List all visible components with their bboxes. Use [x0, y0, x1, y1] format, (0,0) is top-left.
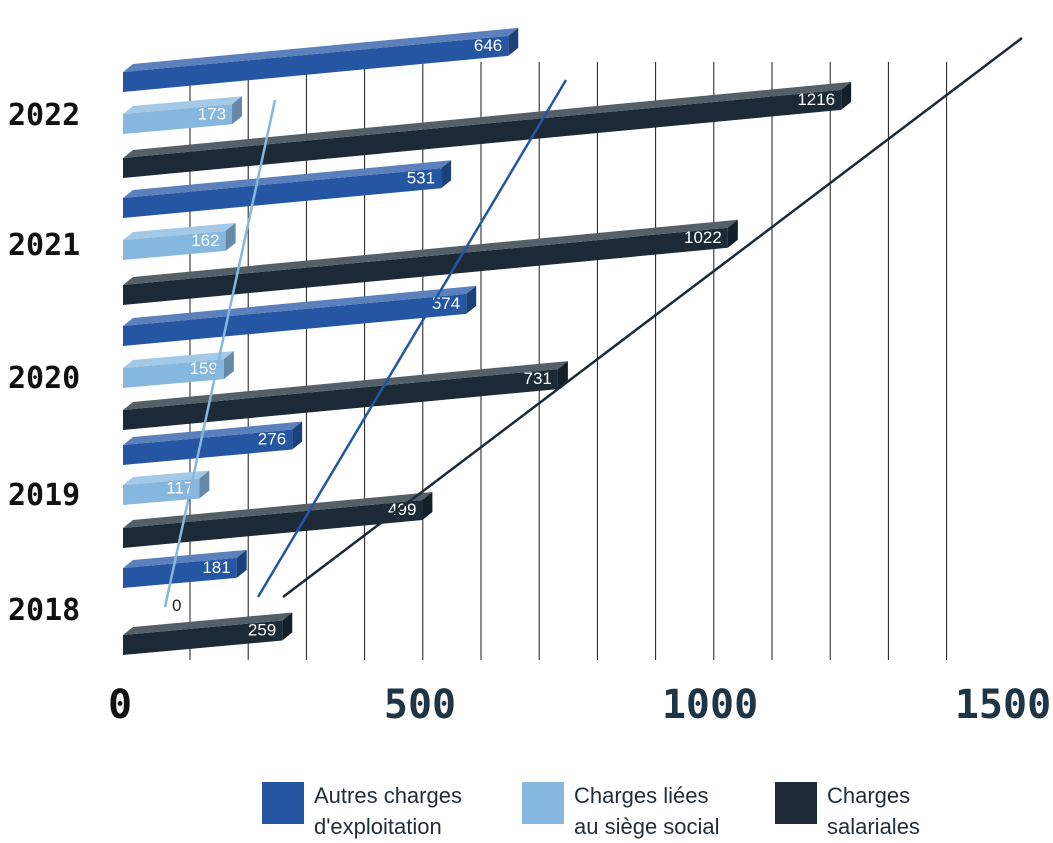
bar-front [123, 227, 728, 305]
bar-cap [225, 222, 236, 251]
bar-cap [236, 549, 247, 578]
legend-item-charges-salariales: Charges salariales [775, 780, 1017, 842]
bar-value-label: 0 [172, 596, 181, 615]
bar-2022-s2: 1216 [123, 81, 852, 178]
bar-front [123, 104, 233, 134]
bar-cap [199, 470, 210, 499]
legend-swatch [262, 782, 304, 824]
trend-line-s0 [256, 79, 568, 598]
bar-top [123, 361, 568, 410]
y-tick-label: 2021 [8, 228, 80, 263]
bar-cap [223, 351, 234, 380]
bar-front [123, 35, 509, 92]
bar-top [123, 421, 303, 445]
bar-front [123, 500, 423, 548]
x-tick-label: 500 [384, 682, 456, 728]
bar-top [123, 470, 210, 485]
bar-front [123, 557, 237, 588]
bar-value-label: 1216 [797, 90, 835, 109]
bar-2021-s0: 531 [123, 160, 452, 218]
trend-line-s2 [282, 37, 1023, 598]
legend-swatch [775, 782, 817, 824]
trendlines [163, 37, 1023, 608]
bar-2022-s0: 646 [123, 27, 519, 92]
y-tick-label: 2022 [8, 98, 80, 133]
bar-top [123, 549, 247, 568]
bar-cap [282, 612, 293, 641]
bar-cap [292, 421, 303, 450]
bar-front [123, 369, 558, 430]
bar-value-label: 173 [198, 104, 226, 123]
bar-front [123, 359, 224, 388]
bar-value-label: 162 [191, 231, 219, 250]
bar-value-label: 1022 [684, 228, 722, 247]
bar-cap [508, 27, 519, 56]
x-axis-labels: 0 500 1000 1500 [108, 682, 1051, 728]
bar-2021-s2: 1022 [123, 219, 738, 305]
bar-value-label: 181 [202, 558, 230, 577]
legend-item-autres-charges: Autres charges d'exploitation [262, 780, 504, 842]
bar-top [123, 351, 234, 368]
bar-2020-s1: 159 [123, 351, 234, 388]
y-axis-labels: 2018 2019 2020 2021 2022 [8, 98, 80, 628]
bar-front [123, 168, 442, 218]
bar-2019-s0: 276 [123, 421, 303, 465]
y-tick-label: 2019 [8, 478, 80, 513]
bar-front [123, 89, 842, 178]
bar-2020-s2: 731 [123, 361, 568, 430]
bar-value-label: 159 [189, 359, 217, 378]
bar-cap [422, 492, 433, 521]
bar-top [123, 81, 852, 158]
y-tick-label: 2018 [8, 593, 80, 628]
bar-cap [727, 219, 738, 248]
trend-line-s1 [163, 99, 277, 608]
bar-2018-s2: 259 [123, 612, 293, 655]
bar-value-label: 117 [166, 478, 193, 497]
bar-top [123, 219, 738, 285]
x-tick-label: 1500 [955, 682, 1051, 728]
x-tick-label: 1000 [662, 682, 758, 728]
bar-value-label: 259 [248, 620, 276, 639]
bar-top [123, 27, 519, 73]
legend-item-charges-siege: Charges liées au siège social [522, 780, 764, 842]
legend: Autres charges d'exploitation Charges li… [0, 780, 1053, 843]
bar-value-label: 276 [258, 430, 286, 449]
chart: 181 0 259 276 117 499 574 159 731 531 162 1022 646 17… [8, 27, 1051, 728]
bar-front [123, 429, 293, 465]
bar-value-label: 499 [388, 500, 416, 519]
bar-value-label: 646 [474, 36, 502, 55]
bar-front [123, 293, 467, 346]
legend-label: Charges liées au siège social [574, 783, 720, 839]
bar-top [123, 285, 477, 326]
bar-value-label: 574 [432, 294, 460, 313]
bar-cap [466, 285, 477, 314]
bar-front [123, 620, 283, 655]
bar-2018-s0: 181 [123, 549, 247, 588]
bar-2020-s0: 574 [123, 285, 477, 346]
bar-cap [232, 96, 243, 125]
bar-value-label: 731 [524, 369, 552, 388]
bar-front [123, 478, 200, 505]
bar-2022-s1: 173 [123, 96, 243, 134]
gridlines [189, 62, 948, 660]
bar-cap [441, 160, 452, 189]
bars: 181 0 259 276 117 499 574 159 731 531 162 1022 646 17… [123, 27, 852, 655]
bar-top [123, 612, 293, 635]
bar-2019-s2: 499 [123, 492, 433, 548]
bar-top [123, 160, 452, 198]
bar-2018-s1: 0 [172, 596, 181, 615]
legend-swatch [522, 782, 564, 824]
bar-2021-s1: 162 [123, 222, 236, 260]
legend-label: Charges salariales [827, 783, 920, 839]
bar-2019-s1: 117 [123, 470, 210, 505]
bar-top [123, 96, 243, 114]
y-tick-label: 2020 [8, 361, 80, 396]
bar-cap [841, 81, 852, 110]
bar-top [123, 222, 236, 240]
bar-top [123, 492, 433, 528]
legend-label: Autres charges d'exploitation [314, 783, 462, 839]
x-tick-label: 0 [108, 682, 132, 728]
bar-value-label: 531 [407, 168, 435, 187]
bar-front [123, 230, 226, 260]
